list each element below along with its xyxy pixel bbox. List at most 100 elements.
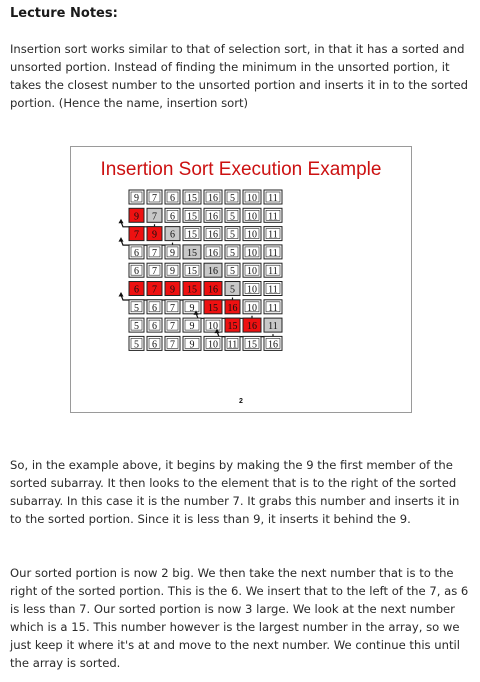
array-cell-inner: [244, 283, 260, 294]
array-cell: [146, 335, 163, 351]
array-cell: [203, 281, 223, 296]
array-cell: [203, 299, 223, 315]
array-cell: [146, 299, 163, 315]
array-cell-value: 16: [208, 211, 218, 222]
array-cell: [128, 281, 145, 296]
array-cell-value: 9: [152, 230, 157, 241]
array-cell-value: 11: [268, 211, 278, 222]
array-cell-value: 10: [208, 339, 218, 350]
array-cell-inner: [130, 301, 143, 313]
array-cell-inner: [148, 191, 161, 203]
array-cell: [242, 299, 262, 315]
array-cell: [182, 317, 202, 333]
array-cell-value: 7: [170, 321, 175, 332]
array-cell-value: 7: [170, 303, 175, 314]
array-cell: [146, 281, 163, 296]
array-cell-inner: [244, 264, 260, 276]
array-cell-value: 9: [170, 285, 175, 296]
array-cell: [263, 281, 283, 296]
arrow-head: [118, 237, 124, 242]
array-cell: [182, 189, 202, 205]
array-cell-inner: [205, 209, 221, 221]
array-cell: [182, 244, 202, 260]
array-cell-value: 7: [134, 230, 139, 241]
array-cell-value: 9: [190, 321, 195, 332]
array-cell-inner: [166, 301, 179, 313]
array-cell: [224, 189, 241, 205]
array-cell: [242, 262, 262, 278]
array-cell-value: 15: [187, 285, 197, 296]
array-cell-value: 7: [152, 193, 157, 204]
array-cell-value: 5: [230, 285, 235, 296]
sort-row: 5 6 7 9 10 15 16 11: [128, 317, 283, 338]
array-cell: [242, 189, 262, 205]
array-cell-inner: [184, 209, 200, 221]
array-cell: [203, 262, 223, 278]
array-cell: [128, 207, 145, 223]
array-cell: [164, 299, 181, 315]
array-cell-value: 9: [170, 266, 175, 277]
array-cell-inner: [226, 191, 239, 203]
array-cell: [128, 262, 145, 278]
array-cell-inner: [205, 228, 221, 239]
array-cell: [146, 244, 163, 260]
sort-row: 6 7 9 15 16 5 10 11: [128, 262, 283, 278]
array-cell: [146, 262, 163, 278]
array-cell-value: 10: [247, 303, 257, 314]
array-cell: [182, 281, 202, 296]
array-cell-value: 15: [187, 248, 197, 259]
array-cell: [242, 281, 262, 296]
array-cell: [263, 189, 283, 205]
array-cell: [128, 189, 145, 205]
sort-steps-diagram: 9 7 6 15 16 5 10 11 9 7 6 15 16 5 10 11 7 9 6 15 16 5 10 11 6 7 9 1…: [118, 189, 283, 351]
array-cell: [164, 226, 181, 242]
array-cell: [146, 317, 163, 333]
array-cell: [182, 335, 202, 351]
array-cell-value: 9: [190, 303, 195, 314]
array-cell-value: 15: [247, 339, 257, 350]
page-heading: Lecture Notes:: [10, 6, 118, 21]
array-cell-inner: [130, 319, 143, 331]
array-cell: [203, 189, 223, 205]
array-cell-value: 15: [208, 303, 218, 314]
array-cell: [128, 299, 145, 315]
sort-row: 6 7 9 15 16 5 10 11: [118, 281, 283, 301]
array-cell-value: 11: [228, 339, 238, 350]
array-cell-inner: [265, 338, 281, 349]
array-cell: [182, 207, 202, 223]
array-cell: [224, 335, 241, 351]
array-cell-inner: [205, 246, 221, 258]
array-cell: [242, 317, 262, 333]
array-cell: [128, 335, 145, 351]
array-cell: [242, 226, 262, 242]
array-cell: [263, 317, 283, 333]
array-cell-inner: [205, 338, 221, 349]
array-cell-value: 16: [208, 285, 218, 296]
array-cell: [224, 207, 241, 223]
array-cell-value: 6: [134, 248, 139, 259]
array-cell-inner: [265, 209, 281, 221]
array-cell-inner: [148, 338, 161, 349]
array-cell-value: 6: [152, 303, 157, 314]
array-cell-inner: [244, 191, 260, 203]
array-cell: [224, 281, 241, 296]
array-cell: [224, 299, 241, 315]
array-cell-value: 6: [170, 193, 175, 204]
array-cell: [182, 299, 202, 315]
array-cell-value: 11: [268, 193, 278, 204]
array-cell: [263, 335, 283, 351]
array-cell-inner: [184, 228, 200, 239]
array-cell-value: 5: [134, 303, 139, 314]
array-cell-inner: [166, 191, 179, 203]
array-cell-inner: [226, 246, 239, 258]
array-cell: [224, 244, 241, 260]
array-cell-inner: [265, 246, 281, 258]
sort-row: 6 7 9 15 16 5 10 11: [128, 244, 283, 260]
array-cell-inner: [148, 246, 161, 258]
array-cell-inner: [130, 191, 143, 203]
arrow-head: [118, 218, 124, 224]
array-cell-inner: [130, 246, 143, 258]
array-cell-inner: [265, 264, 281, 276]
array-cell-inner: [130, 338, 143, 349]
array-cell-inner: [244, 228, 260, 239]
